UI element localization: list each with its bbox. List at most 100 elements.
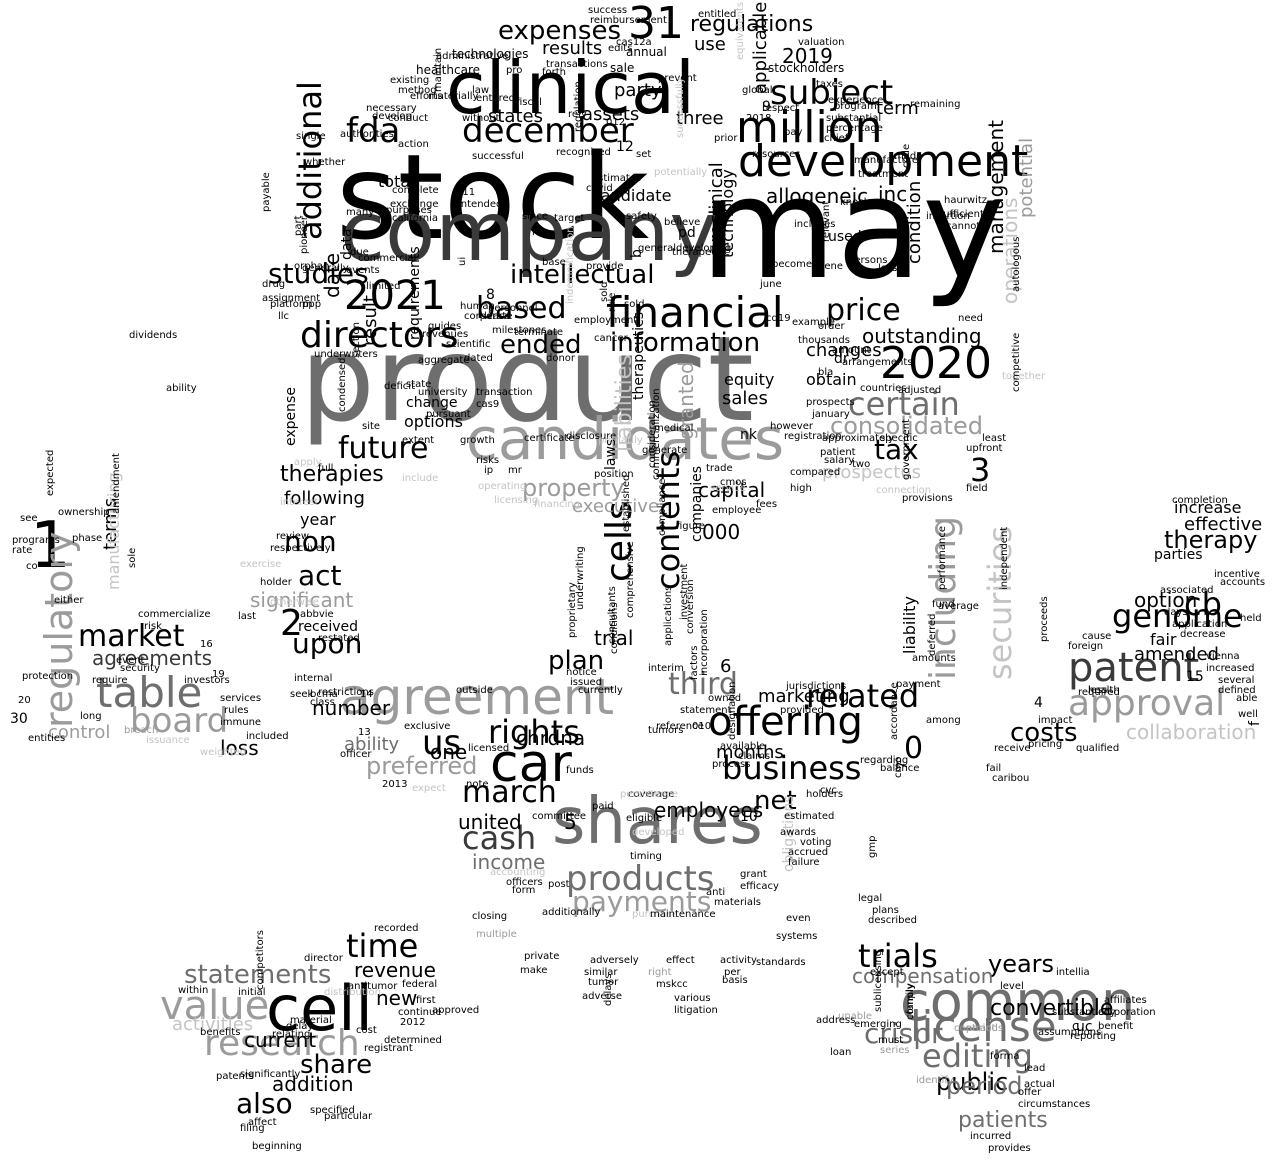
word-breach: breach	[124, 725, 159, 736]
word-applications: applications	[663, 585, 674, 646]
word-forth: forth	[542, 67, 567, 78]
word-basis: basis	[722, 975, 748, 986]
word-university: university	[418, 387, 468, 398]
word-long: long	[80, 711, 102, 722]
word-global: global	[742, 85, 773, 96]
word-site: site	[362, 421, 381, 432]
word-vienna: vienna	[1206, 651, 1240, 662]
word-abbvie: abbvie	[300, 609, 334, 620]
word-purposes: purposes	[386, 205, 432, 216]
word-intellectual: intellectual	[510, 260, 655, 290]
word-year: year	[300, 510, 336, 529]
word-accounting: accounting	[490, 867, 546, 878]
word-stock: stock	[336, 128, 650, 266]
word-control: control	[48, 722, 111, 743]
word-new: new	[376, 986, 418, 1010]
word-gmp: gmp	[867, 835, 878, 858]
word-failure: failure	[788, 857, 820, 868]
word-covid: covid	[586, 183, 613, 194]
word-jurisdictions: jurisdictions	[786, 681, 847, 692]
word-future: future	[338, 431, 429, 466]
word-results: results	[542, 38, 603, 59]
word-available: available	[720, 741, 766, 752]
word-expenses: expenses	[498, 16, 621, 46]
word-reference: reference	[656, 721, 704, 732]
word-employment: employment	[574, 315, 638, 326]
word-described: described	[868, 915, 917, 926]
word-tax: tax	[874, 433, 919, 466]
word-dr: dr	[834, 351, 849, 367]
word-mskcc: mskcc	[656, 979, 688, 990]
word-initial: initial	[238, 987, 266, 998]
word-distribution: distribution	[324, 987, 381, 998]
word-0: 0	[904, 731, 924, 766]
word-director: director	[304, 953, 343, 964]
word-potential: potential	[1016, 137, 1037, 218]
word-autologous: autologous	[1011, 236, 1022, 292]
word-awards: awards	[780, 827, 816, 838]
word-regulations: regulations	[690, 12, 814, 37]
word-comply: comply	[905, 983, 916, 1020]
word-generate: generate	[642, 445, 688, 456]
word-approximately: approximately	[822, 433, 894, 444]
word-table: table	[96, 668, 203, 717]
word-bla: bla	[818, 367, 834, 378]
word-two: two	[852, 459, 871, 470]
word-prospectus: prospectus	[822, 462, 922, 483]
word-car: car	[490, 734, 572, 794]
word-directors: directors	[300, 315, 459, 356]
word-consolidated: consolidated	[830, 412, 983, 440]
word-aggregate: aggregate	[418, 355, 470, 366]
word-resources: resources	[752, 149, 801, 160]
word-related: related	[806, 677, 920, 715]
word-assumptions: assumptions	[1038, 1027, 1102, 1038]
word-offering: offering	[708, 699, 863, 745]
word-single: single	[296, 131, 326, 142]
word-issuance: issuance	[146, 735, 190, 746]
word-estimated: estimated	[784, 811, 835, 822]
word-closing: closing	[472, 911, 508, 922]
word-weighted: weighted	[200, 747, 247, 758]
word-pro: pro	[506, 65, 523, 76]
word-risks: risks	[476, 455, 500, 466]
word-upfront: upfront	[966, 443, 1003, 454]
word-statement: statement	[680, 705, 732, 716]
word-2019: 2019	[782, 44, 833, 68]
word-f: f	[1247, 721, 1263, 726]
word-california: california	[392, 213, 439, 224]
word-significantly: significantly	[240, 1069, 301, 1080]
word-platform: platform	[270, 299, 313, 310]
word-application: application	[1172, 619, 1228, 630]
word-efforts: efforts	[410, 91, 443, 102]
word-2013: 2013	[382, 779, 408, 790]
word-increase: increase	[1174, 498, 1242, 517]
word-convertible: convertible	[990, 996, 1114, 1021]
word-012: 012	[606, 117, 626, 128]
word-cas12a: cas12a	[616, 37, 652, 48]
word-respectively: respectively	[270, 543, 331, 554]
word-consideration: consideration	[647, 400, 658, 468]
word-llc: llc	[278, 311, 290, 322]
word-allogeneic: allogeneic	[766, 184, 869, 208]
word-successfully: successfully	[675, 77, 686, 138]
word-capital: capital	[698, 478, 766, 502]
word-proprietary: proprietary	[567, 582, 578, 638]
word-recorded: recorded	[374, 923, 419, 934]
word-regulatory: regulatory	[37, 531, 81, 728]
word-underwriters: underwriters	[314, 349, 378, 360]
word-result: result	[360, 295, 381, 346]
word-ability: ability	[344, 734, 400, 755]
word-effect: effect	[666, 955, 695, 966]
word-executive: executive	[572, 496, 660, 517]
word-ip: ip	[484, 465, 494, 476]
word-conversion: conversion	[685, 579, 696, 634]
word-9: 9	[762, 99, 771, 115]
word-milestones: milestones	[492, 325, 547, 336]
word-candidate: candidate	[592, 186, 672, 205]
word-price: price	[826, 293, 901, 328]
word-marketing: marketing	[758, 686, 850, 707]
word-corporation: corporation	[1098, 1007, 1156, 1018]
word-three: three	[676, 108, 724, 129]
word-voting: voting	[800, 837, 832, 848]
word-revenue: revenue	[354, 958, 436, 982]
